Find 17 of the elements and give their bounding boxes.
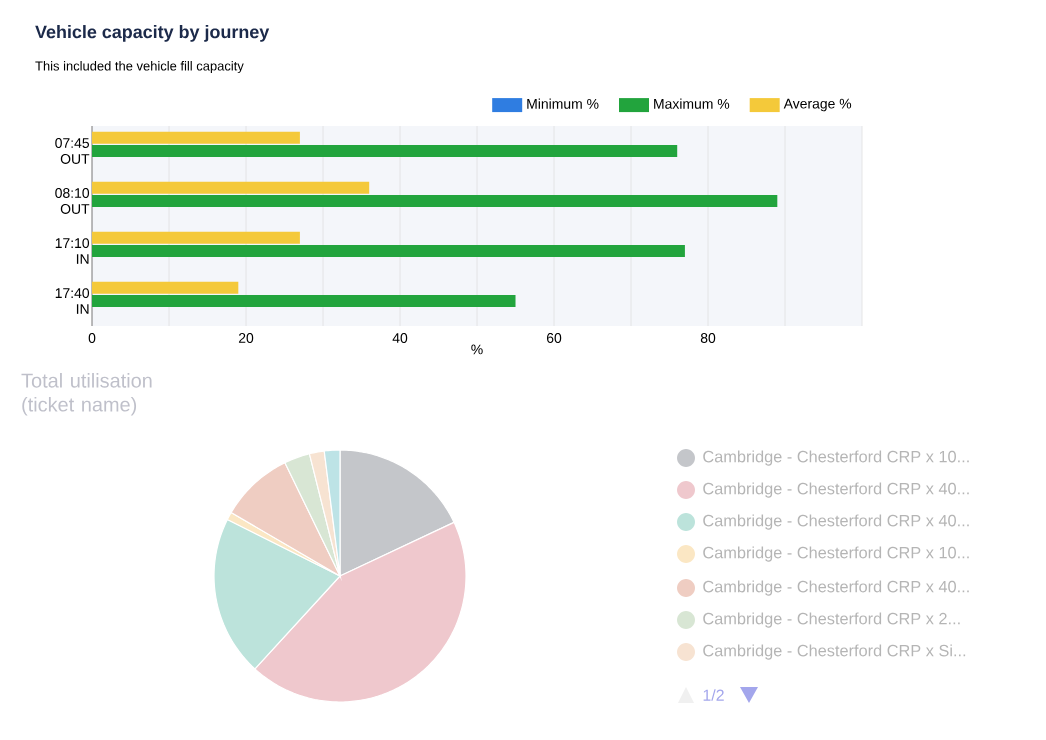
bar <box>92 281 239 294</box>
bar <box>92 295 516 308</box>
legend-label: Cambridge - Chesterford CRP x 10... <box>703 450 969 466</box>
legend-label: Cambridge - Chesterford CRP x Si... <box>703 644 966 660</box>
bar <box>92 131 300 144</box>
legend-label: Cambridge - Chesterford CRP x 40... <box>703 514 969 530</box>
legend-label: Cambridge - Chesterford CRP x 40... <box>703 580 969 596</box>
legend-label: Cambridge - Chesterford CRP x 2... <box>703 612 960 628</box>
bar <box>92 245 685 258</box>
legend-label: Cambridge - Chesterford CRP x 40... <box>703 482 969 498</box>
bar <box>92 195 778 208</box>
bar <box>92 181 370 194</box>
legend-label: Cambridge - Chesterford CRP x 10... <box>703 546 969 562</box>
bar <box>92 145 678 158</box>
bar <box>92 231 300 244</box>
chart-title: Vehicle capacity by journey <box>35 25 270 42</box>
chart-title: Total utilisation (ticket name) <box>21 373 152 416</box>
